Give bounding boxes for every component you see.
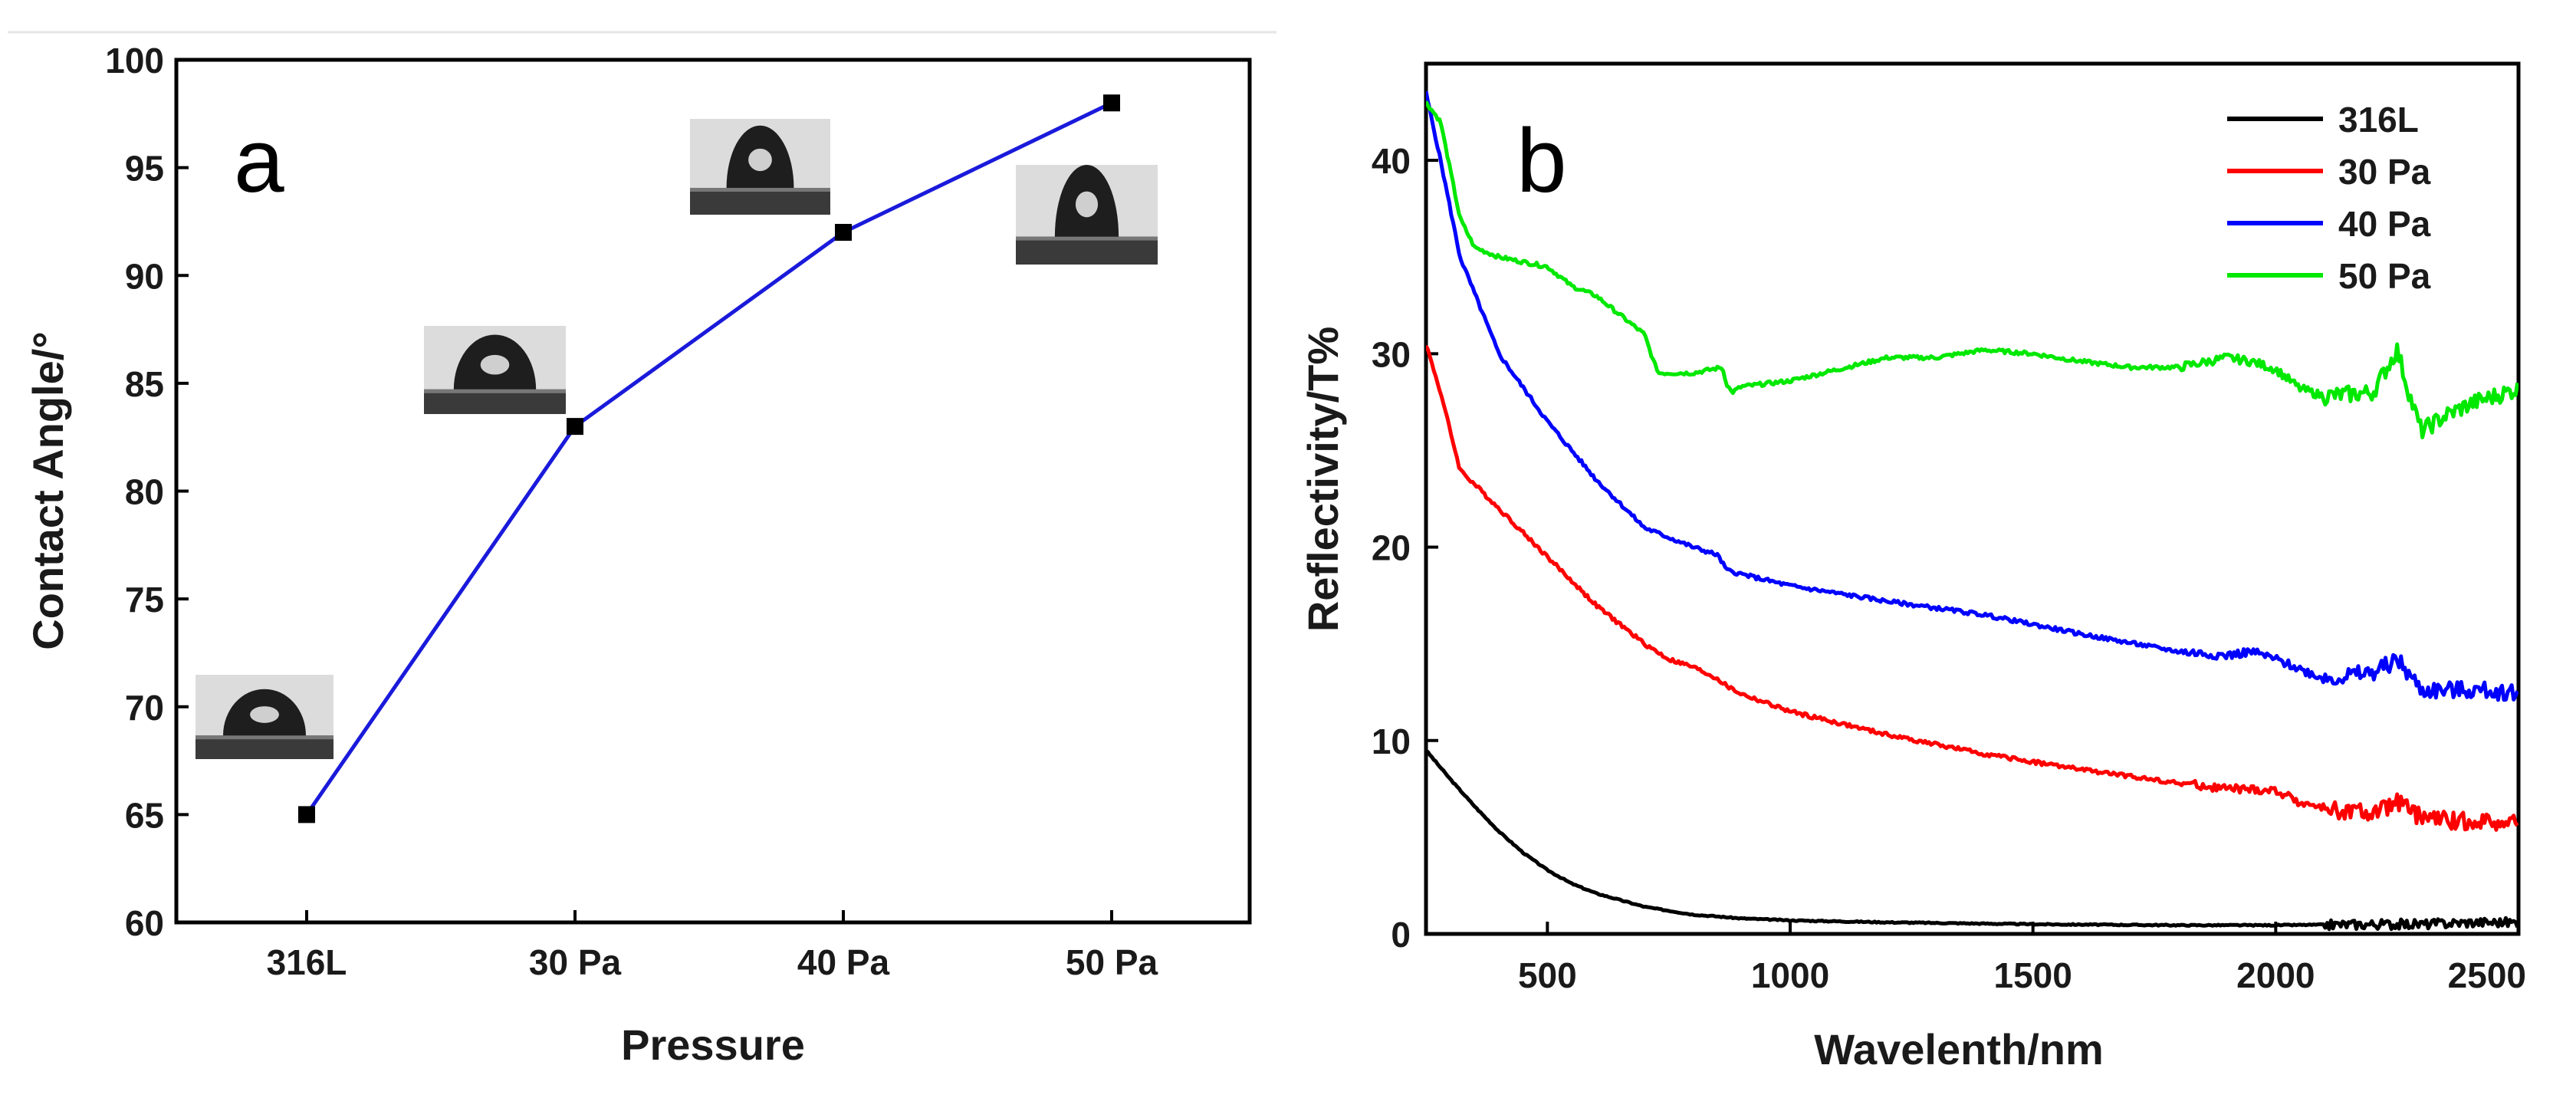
y-tick-label: 85 <box>125 364 164 404</box>
y-tick-label: 70 <box>125 688 164 728</box>
inset-substrate <box>690 188 830 215</box>
panel-a-y-axis-title: Contact Angle/° <box>24 331 72 649</box>
x-tick-label: 30 Pa <box>529 942 622 982</box>
series-line-316l <box>1426 748 2518 932</box>
legend-entry: 30 Pa <box>2227 152 2431 192</box>
inset-baseline <box>196 735 334 740</box>
inset-baseline <box>690 188 830 192</box>
inset-baseline <box>1016 236 1158 241</box>
panel-b-y-axis: 0 10 20 30 40 <box>1372 141 1438 955</box>
inset-droplet-highlight <box>1075 191 1099 218</box>
series-line-30-pa <box>1426 344 2518 832</box>
panel-a-x-axis-title: Pressure <box>621 1021 805 1069</box>
panel-a-data-markers <box>298 94 1120 824</box>
inset-droplet-highlight <box>748 148 772 172</box>
data-point-marker <box>1103 94 1120 112</box>
panel-b-x-axis-title: Wavelenth/nm <box>1814 1025 2104 1073</box>
y-tick-label: 20 <box>1372 528 1411 568</box>
legend-entry: 316L <box>2227 100 2419 140</box>
legend-label: 30 Pa <box>2338 152 2431 192</box>
droplet-inset-2 <box>424 326 566 414</box>
y-tick-label: 30 <box>1372 334 1411 374</box>
legend-entry: 50 Pa <box>2227 256 2431 296</box>
y-tick-label: 60 <box>125 903 164 943</box>
droplet-inset-4 <box>1016 165 1158 265</box>
y-tick-label: 90 <box>125 256 164 296</box>
y-tick-label: 10 <box>1372 722 1411 761</box>
panel-b-y-axis-title: Reflectivity/T% <box>1299 327 1347 632</box>
series-line-40-pa <box>1426 90 2518 702</box>
x-tick-label: 1500 <box>1993 955 2072 995</box>
legend-entry: 40 Pa <box>2227 204 2431 244</box>
y-tick-label: 95 <box>125 149 164 189</box>
x-tick-label: 40 Pa <box>797 942 890 982</box>
droplet-inset-1 <box>196 675 334 759</box>
inset-droplet-highlight <box>250 706 279 723</box>
inset-substrate <box>424 389 566 414</box>
panel-a-label: a <box>234 110 284 212</box>
inset-droplet-highlight <box>480 354 510 375</box>
panel-b-reflectivity-chart: 0 10 20 30 40 500 1000 1500 2000 2500 316L 30 Pa 4… <box>1299 61 2526 1073</box>
x-tick-label: 500 <box>1518 955 1577 995</box>
inset-substrate <box>1016 236 1158 265</box>
series-line-50-pa <box>1426 100 2518 439</box>
panel-a-y-axis: 60 65 70 75 80 85 90 95 100 <box>105 41 189 943</box>
x-tick-label: 316L <box>267 942 347 982</box>
y-tick-label: 65 <box>125 795 164 835</box>
x-tick-label: 1000 <box>1751 955 1829 995</box>
panel-b-legend: 316L 30 Pa 40 Pa 50 Pa <box>2227 100 2431 296</box>
inset-substrate <box>196 735 334 759</box>
panel-b-x-axis: 500 1000 1500 2000 2500 <box>1518 922 2526 995</box>
contact-angle-series-line <box>304 100 1113 816</box>
x-tick-label: 50 Pa <box>1066 942 1158 982</box>
y-tick-label: 0 <box>1391 915 1411 955</box>
droplet-inset-images <box>196 119 1158 759</box>
x-tick-label: 2000 <box>2236 955 2315 995</box>
data-point-marker <box>567 418 583 436</box>
inset-baseline <box>424 389 566 393</box>
y-tick-label: 100 <box>105 41 164 81</box>
y-tick-label: 80 <box>125 472 164 512</box>
panel-b-series-group <box>1426 90 2518 932</box>
panel-b-plot-frame <box>1424 61 2521 936</box>
data-point-marker <box>298 806 315 824</box>
legend-label: 316L <box>2338 100 2419 140</box>
data-point-marker <box>835 224 852 241</box>
droplet-inset-3 <box>690 119 830 215</box>
legend-label: 40 Pa <box>2338 204 2431 244</box>
panel-a-x-axis: 316L 30 Pa 40 Pa 50 Pa <box>267 910 1158 982</box>
panel-b-label: b <box>1516 110 1567 212</box>
y-tick-label: 75 <box>125 580 164 620</box>
x-tick-label: 2500 <box>2448 955 2526 995</box>
legend-label: 50 Pa <box>2338 256 2431 296</box>
y-tick-label: 40 <box>1372 141 1411 181</box>
